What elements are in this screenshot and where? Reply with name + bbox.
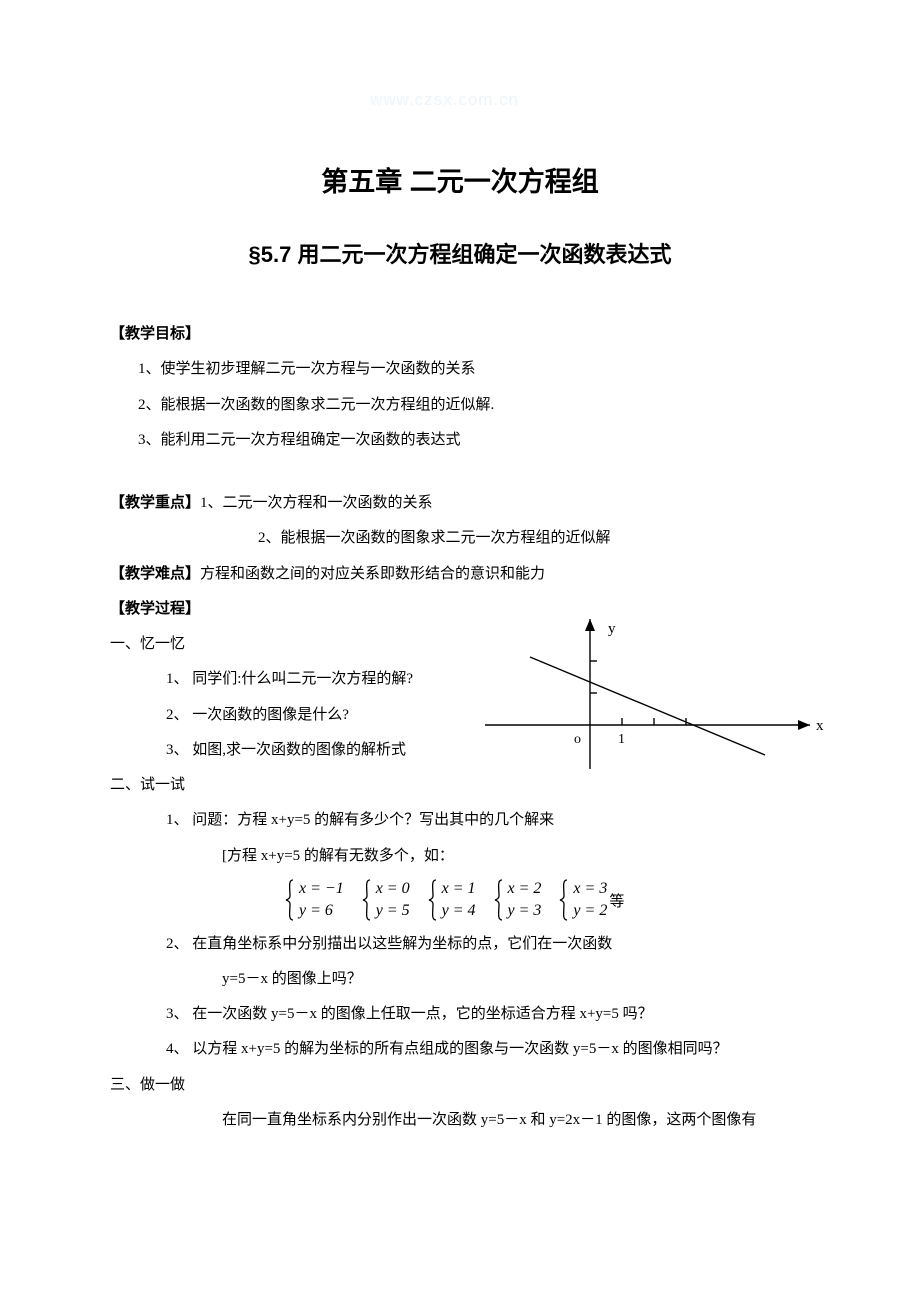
objective-item: 1、使学生初步理解二元一次方程与一次函数的关系 [110, 352, 810, 387]
svg-text:x: x [816, 718, 824, 734]
solution-case: x = 0y = 5 [362, 878, 410, 923]
difficulty-line: 【教学难点】方程和函数之间的对应关系即数形结合的意识和能力 [110, 557, 810, 592]
linear-function-graph: y x o 1 [485, 619, 845, 779]
solution-case: x = 1y = 4 [428, 878, 476, 923]
keypoint-label: 【教学重点】 [110, 495, 200, 511]
svg-text:y: y [608, 621, 616, 637]
objectives-header: 【教学目标】 [110, 317, 810, 352]
keypoint-item: 1、二元一次方程和一次函数的关系 [200, 495, 433, 511]
objective-item: 2、能根据一次函数的图象求二元一次方程组的近似解. [110, 388, 810, 423]
solution-case: x = −1y = 6 [285, 878, 344, 923]
keypoint-line: 【教学重点】1、二元一次方程和一次函数的关系 [110, 486, 810, 521]
sec2-q2a: 2、 在直角坐标系中分别描出以这些解为坐标的点，它们在一次函数 [110, 927, 810, 962]
sec2-q3: 3、 在一次函数 y=5－x 的图像上任取一点，它的坐标适合方程 x+y=5 吗… [110, 997, 810, 1032]
solution-set: x = −1y = 6 x = 0y = 5 x = 1y = 4 x = 2y = … [110, 878, 810, 923]
section-recall: yxo1 一、忆一忆 1、 同学们:什么叫二元一次方程的解? 2、 一次函数的图… [110, 627, 810, 768]
watermark-text: www.czsx.com.cn [370, 90, 519, 110]
sec2-q1-note: [方程 x+y=5 的解有无数多个，如： [110, 839, 810, 874]
solution-case: x = 3y = 2等 [559, 878, 624, 923]
svg-text:1: 1 [618, 732, 625, 747]
sec3-text: 在同一直角坐标系内分别作出一次函数 y=5－x 和 y=2x－1 的图像，这两个… [110, 1103, 810, 1138]
sec2-q4: 4、 以方程 x+y=5 的解为坐标的所有点组成的图象与一次函数 y=5－x 的… [110, 1032, 810, 1067]
chapter-title: 第五章 二元一次方程组 [110, 160, 810, 199]
objective-item: 3、能利用二元一次方程组确定一次函数的表达式 [110, 423, 810, 458]
sec2-q1: 1、 问题：方程 x+y=5 的解有多少个？写出其中的几个解来 [110, 803, 810, 838]
solution-case: x = 2y = 3 [494, 878, 542, 923]
document-page: www.czsx.com.cn 第五章 二元一次方程组 §5.7 用二元一次方程… [0, 0, 920, 1302]
difficulty-text: 方程和函数之间的对应关系即数形结合的意识和能力 [200, 566, 545, 582]
difficulty-label: 【教学难点】 [110, 566, 200, 582]
keypoint-item: 2、能根据一次函数的图象求二元一次方程组的近似解 [110, 521, 810, 556]
svg-text:o: o [574, 732, 581, 747]
sec2-q2b: y=5－x 的图像上吗？ [110, 962, 810, 997]
sec3-title: 三、做一做 [110, 1068, 810, 1103]
section-title: §5.7 用二元一次方程组确定一次函数表达式 [110, 237, 810, 269]
